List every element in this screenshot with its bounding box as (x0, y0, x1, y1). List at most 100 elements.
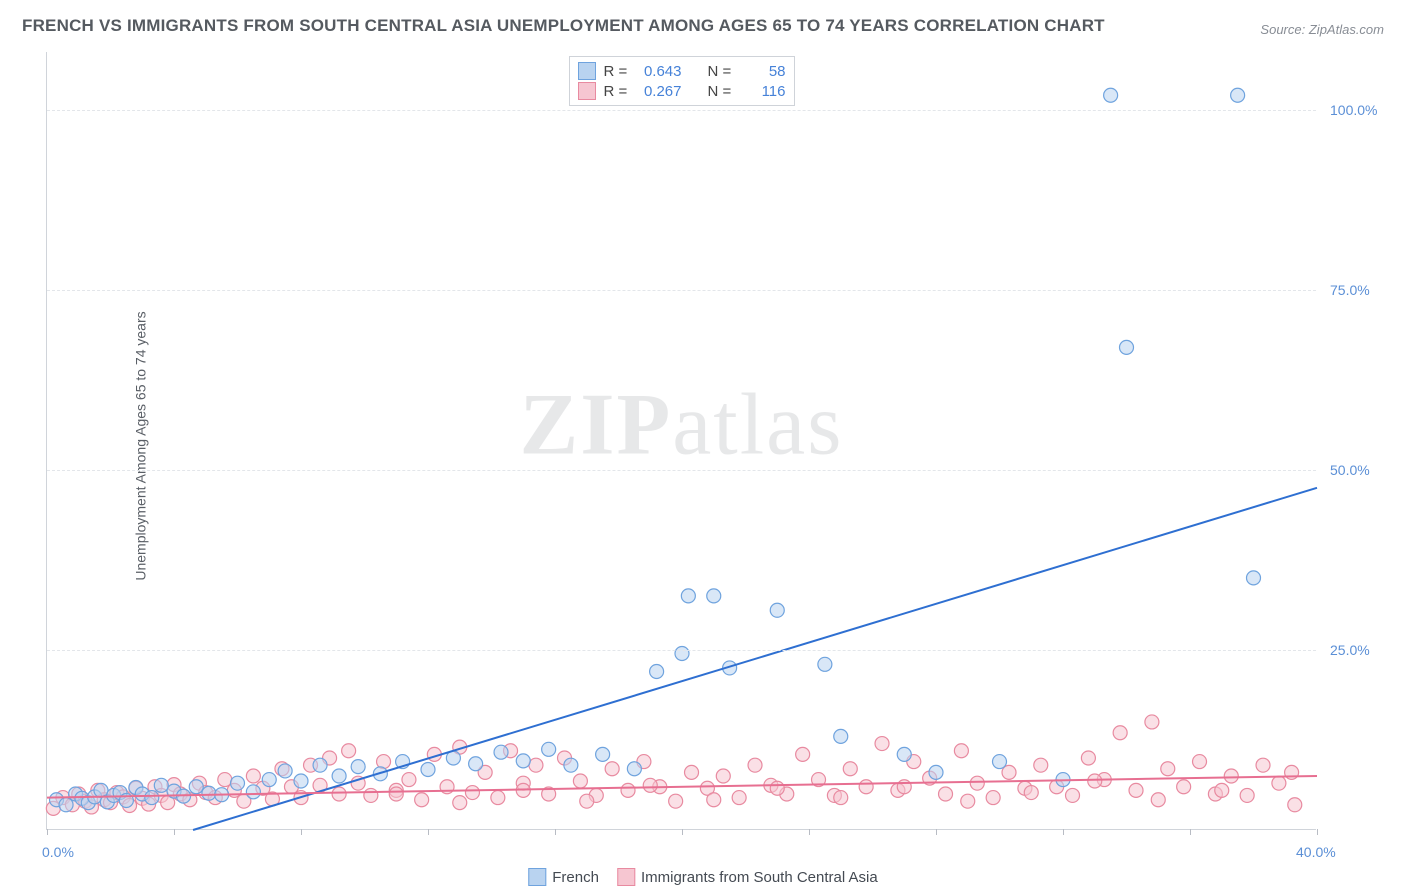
scatter-point (1129, 783, 1143, 797)
scatter-point (993, 755, 1007, 769)
scatter-point (246, 769, 260, 783)
y-tick-label: 100.0% (1330, 102, 1377, 118)
y-tick-label: 50.0% (1330, 462, 1370, 478)
scatter-point (1224, 769, 1238, 783)
scatter-point (580, 794, 594, 808)
scatter-point (627, 762, 641, 776)
legend-r-french: 0.643 (636, 63, 682, 80)
scatter-point (564, 758, 578, 772)
scatter-point (1215, 783, 1229, 797)
scatter-point (834, 729, 848, 743)
scatter-point (332, 769, 346, 783)
scatter-point (843, 762, 857, 776)
plot-area: ZIPatlas R = 0.643 N = 58 R = 0.267 N = … (46, 52, 1316, 830)
gridline (47, 110, 1316, 111)
scatter-point (1193, 755, 1207, 769)
scatter-point (875, 737, 889, 751)
legend-r-label: R = (604, 63, 628, 80)
scatter-point (1120, 340, 1134, 354)
x-tick (1317, 829, 1318, 835)
scatter-point (859, 780, 873, 794)
scatter-point (834, 791, 848, 805)
scatter-point (494, 745, 508, 759)
legend-r-label-2: R = (604, 83, 628, 100)
legend-n-label: N = (708, 63, 732, 80)
scatter-point (929, 765, 943, 779)
scatter-point (1288, 798, 1302, 812)
scatter-point (491, 791, 505, 805)
legend-label-french: French (552, 869, 599, 886)
scatter-point (650, 665, 664, 679)
scatter-point (897, 747, 911, 761)
scatter-point (1240, 788, 1254, 802)
legend-series: French Immigrants from South Central Asi… (528, 868, 877, 886)
scatter-point (415, 793, 429, 807)
x-tick (682, 829, 683, 835)
swatch-immigrants-bottom (617, 868, 635, 886)
scatter-point (1113, 726, 1127, 740)
scatter-point (897, 780, 911, 794)
scatter-point (1256, 758, 1270, 772)
scatter-point (154, 778, 168, 792)
legend-n-label-2: N = (708, 83, 732, 100)
scatter-point (189, 780, 203, 794)
scatter-point (573, 774, 587, 788)
x-tick (428, 829, 429, 835)
scatter-point (596, 747, 610, 761)
scatter-point (770, 781, 784, 795)
x-tick (555, 829, 556, 835)
scatter-point (262, 773, 276, 787)
scatter-point (669, 794, 683, 808)
scatter-point (364, 788, 378, 802)
scatter-point (939, 787, 953, 801)
scatter-point (342, 744, 356, 758)
scatter-point (1104, 88, 1118, 102)
scatter-point (818, 657, 832, 671)
scatter-point (605, 762, 619, 776)
scatter-point (202, 786, 216, 800)
scatter-point (675, 647, 689, 661)
scatter-point (294, 774, 308, 788)
scatter-point (278, 764, 292, 778)
source-label: Source: (1260, 22, 1305, 37)
scatter-point (954, 744, 968, 758)
scatter-point (1231, 88, 1245, 102)
scatter-point (469, 757, 483, 771)
legend-label-immigrants: Immigrants from South Central Asia (641, 869, 878, 886)
x-tick (936, 829, 937, 835)
scatter-point (986, 791, 1000, 805)
scatter-point (961, 794, 975, 808)
swatch-immigrants (578, 82, 596, 100)
scatter-point (1151, 793, 1165, 807)
legend-n-french: 58 (740, 63, 786, 80)
scatter-point (748, 758, 762, 772)
gridline (47, 470, 1316, 471)
scatter-point (716, 769, 730, 783)
source-value: ZipAtlas.com (1309, 22, 1384, 37)
plot-svg (47, 52, 1316, 829)
scatter-point (246, 785, 260, 799)
scatter-point (621, 783, 635, 797)
scatter-point (1024, 786, 1038, 800)
scatter-point (1145, 715, 1159, 729)
x-tick (1190, 829, 1191, 835)
scatter-point (465, 786, 479, 800)
legend-r-immigrants: 0.267 (636, 83, 682, 100)
legend-n-immigrants: 116 (740, 83, 786, 100)
legend-item-immigrants: Immigrants from South Central Asia (617, 868, 878, 886)
scatter-point (421, 762, 435, 776)
scatter-point (145, 791, 159, 805)
scatter-point (685, 765, 699, 779)
scatter-point (453, 796, 467, 810)
scatter-point (1161, 762, 1175, 776)
x-axis-min-label: 0.0% (42, 844, 74, 860)
x-tick (174, 829, 175, 835)
scatter-point (516, 754, 530, 768)
x-axis-max-label: 40.0% (1296, 844, 1336, 860)
x-tick (301, 829, 302, 835)
chart-container: FRENCH VS IMMIGRANTS FROM SOUTH CENTRAL … (0, 0, 1406, 892)
x-tick (47, 829, 48, 835)
scatter-point (1066, 788, 1080, 802)
scatter-point (332, 787, 346, 801)
gridline (47, 290, 1316, 291)
